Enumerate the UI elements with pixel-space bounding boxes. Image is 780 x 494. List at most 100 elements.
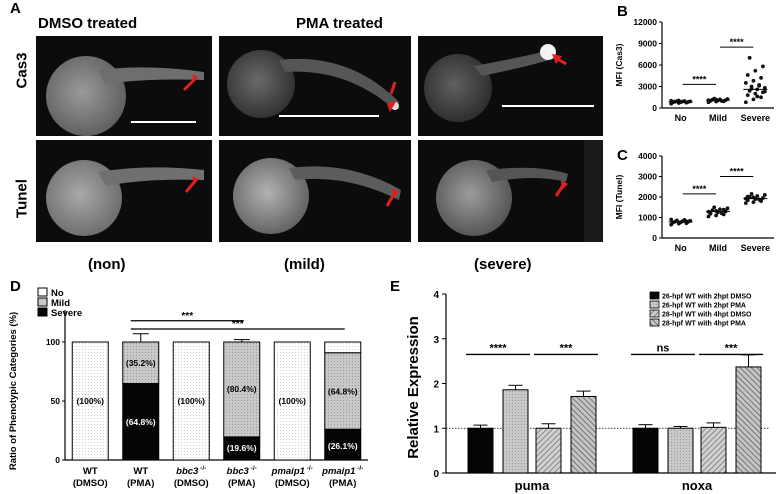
significance-label: *** bbox=[725, 342, 739, 354]
data-point bbox=[762, 89, 767, 94]
y-axis-label: MFI (Cas3) bbox=[614, 43, 624, 86]
x-tick-label: Mild bbox=[709, 113, 727, 123]
data-point bbox=[719, 211, 724, 216]
chart-d-stacked-bar: 0 50 100 Ratio of Phenotypic Categories (%)… bbox=[8, 287, 368, 489]
bar-percent-label: (100%) bbox=[279, 396, 307, 406]
bar-percent-label: (64.8%) bbox=[126, 417, 156, 427]
data-point bbox=[759, 198, 763, 203]
bar-percent-label: (35.2%) bbox=[126, 358, 156, 368]
data-point bbox=[751, 78, 756, 83]
data-point bbox=[753, 91, 758, 96]
y-tick-label: 2000 bbox=[638, 192, 657, 202]
y-axis-label: Relative Expression bbox=[405, 316, 422, 459]
significance-label: *** bbox=[560, 342, 574, 354]
significance-label: **** bbox=[489, 342, 507, 354]
y-tick-label: 4 bbox=[433, 290, 439, 301]
y-tick-label: 1000 bbox=[638, 213, 657, 223]
col-header-dmso: DMSO treated bbox=[38, 15, 138, 32]
bar-segment-no bbox=[71, 341, 109, 461]
significance-label: *** bbox=[232, 319, 244, 330]
data-point bbox=[714, 97, 718, 102]
bar bbox=[700, 426, 727, 474]
x-tick-label-name: pmaip1 -/- bbox=[321, 465, 363, 477]
panel-e-letter: E bbox=[390, 278, 401, 295]
y-tick-label: 50 bbox=[51, 396, 61, 406]
bar-percent-label: (80.4%) bbox=[227, 384, 257, 394]
data-point bbox=[755, 94, 760, 99]
significance-label: **** bbox=[692, 184, 707, 194]
x-tick-label-name: pmaip1 -/- bbox=[271, 465, 313, 477]
bar bbox=[467, 427, 494, 474]
legend-swatch bbox=[649, 291, 660, 300]
y-tick-label: 0 bbox=[433, 469, 439, 480]
x-group-label: noxa bbox=[682, 478, 713, 493]
legend-swatch bbox=[37, 307, 48, 317]
data-point bbox=[743, 100, 748, 105]
panel-d-letter: D bbox=[10, 278, 21, 295]
data-point bbox=[757, 83, 762, 88]
bar-segment-no bbox=[324, 341, 362, 354]
legend-swatch bbox=[649, 309, 660, 318]
data-point bbox=[743, 81, 748, 85]
y-tick-label: 3000 bbox=[638, 82, 657, 92]
y-axis-label: Ratio of Phenotypic Categories (%) bbox=[8, 312, 19, 470]
legend-swatch bbox=[649, 318, 660, 327]
bar bbox=[667, 427, 694, 474]
x-tick-label: Severe bbox=[741, 113, 771, 123]
x-tick-label-condition: (PMA) bbox=[228, 478, 255, 489]
bar-percent-label: (26.1%) bbox=[328, 441, 358, 451]
significance-label: *** bbox=[181, 311, 193, 322]
x-tick-label: No bbox=[675, 113, 687, 123]
y-tick-label: 12000 bbox=[633, 17, 657, 27]
data-point bbox=[751, 97, 756, 102]
x-tick-label-condition: (DMSO) bbox=[73, 478, 108, 489]
significance-label: **** bbox=[730, 167, 745, 177]
micrograph-cas3-non bbox=[36, 36, 212, 136]
x-tick-label-condition: (DMSO) bbox=[174, 478, 209, 489]
data-point bbox=[749, 192, 754, 196]
chart-c-scatter: 0 1000 2000 3000 4000 MFI (Tunel) No Mild Severe… bbox=[614, 152, 774, 253]
legend-label: 28-hpf WT with 4hpt DMSO bbox=[662, 312, 752, 319]
legend-swatch bbox=[37, 297, 48, 307]
legend-label: Severe bbox=[51, 308, 82, 319]
x-group-label: puma bbox=[515, 478, 550, 493]
significance-label: **** bbox=[730, 37, 745, 47]
micrograph-tunel-mild bbox=[219, 140, 411, 242]
legend-label: No bbox=[51, 288, 64, 299]
bar-segment-no bbox=[273, 341, 311, 461]
bar-percent-label: (100%) bbox=[77, 396, 105, 406]
x-tick-label-name: WT bbox=[133, 466, 148, 477]
bar bbox=[502, 389, 529, 474]
x-tick-label-name: WT bbox=[83, 466, 98, 477]
micrograph-cas3-severe bbox=[418, 36, 603, 136]
data-point bbox=[684, 100, 689, 105]
panel-c-letter: C bbox=[617, 147, 628, 164]
data-point bbox=[762, 193, 767, 197]
row-label-tunel: Tunel bbox=[13, 179, 31, 218]
data-point bbox=[725, 206, 730, 211]
x-tick-label: Severe bbox=[741, 243, 771, 253]
data-point bbox=[714, 213, 718, 218]
significance-label: **** bbox=[692, 74, 707, 84]
data-point bbox=[718, 207, 722, 212]
y-tick-label: 2 bbox=[433, 380, 439, 391]
y-tick-label: 9000 bbox=[638, 39, 657, 49]
y-tick-label: 4000 bbox=[638, 152, 657, 161]
legend-label: 26-hpf WT with 2hpt PMA bbox=[662, 303, 746, 310]
sub-label-mild: (mild) bbox=[284, 256, 325, 273]
x-tick-label-condition: (PMA) bbox=[329, 478, 356, 489]
data-point bbox=[706, 214, 711, 219]
data-point bbox=[688, 99, 693, 104]
x-tick-label-name: bbc3 -/- bbox=[227, 465, 257, 477]
panel-a-letter: A bbox=[10, 0, 21, 17]
bar bbox=[570, 395, 597, 474]
x-tick-label: No bbox=[675, 243, 687, 253]
bar bbox=[735, 366, 762, 474]
row-label-cas3: Cas3 bbox=[13, 52, 31, 89]
y-tick-label: 0 bbox=[652, 103, 657, 113]
bar-segment-no bbox=[172, 341, 210, 461]
x-tick-label-name: bbc3 -/- bbox=[176, 465, 206, 477]
x-tick-label-condition: (DMSO) bbox=[275, 478, 310, 489]
y-tick-label: 100 bbox=[46, 337, 60, 347]
